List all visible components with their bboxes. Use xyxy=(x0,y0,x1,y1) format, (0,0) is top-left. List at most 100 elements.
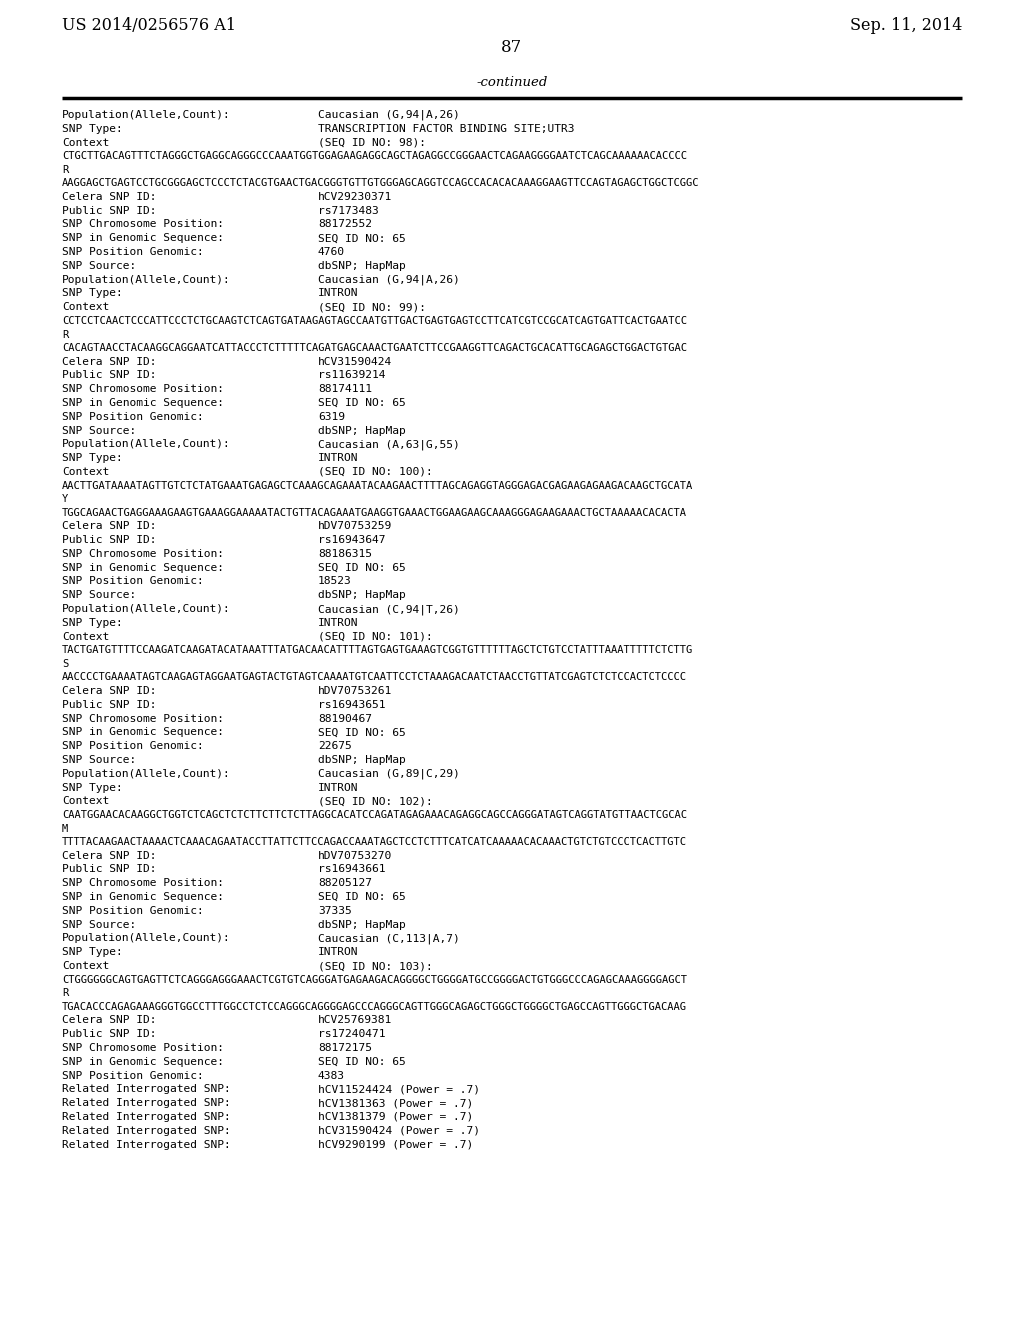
Text: Sep. 11, 2014: Sep. 11, 2014 xyxy=(850,16,962,33)
Text: INTRON: INTRON xyxy=(318,618,358,628)
Text: 88172175: 88172175 xyxy=(318,1043,372,1053)
Text: Caucasian (C,94|T,26): Caucasian (C,94|T,26) xyxy=(318,605,460,615)
Text: hCV9290199 (Power = .7): hCV9290199 (Power = .7) xyxy=(318,1139,473,1150)
Text: Public SNP ID:: Public SNP ID: xyxy=(62,371,157,380)
Text: INTRON: INTRON xyxy=(318,948,358,957)
Text: hCV11524424 (Power = .7): hCV11524424 (Power = .7) xyxy=(318,1085,480,1094)
Text: SNP Type:: SNP Type: xyxy=(62,618,123,628)
Text: TTTTACAAGAACTAAAACTCAAACAGAATACCTTATTCTTCCAGACCAAATAGCTCCTCTTTCATCATCAAAAACACAAA: TTTTACAAGAACTAAAACTCAAACAGAATACCTTATTCTT… xyxy=(62,837,687,847)
Text: hCV29230371: hCV29230371 xyxy=(318,191,392,202)
Text: SNP Source:: SNP Source: xyxy=(62,261,136,271)
Text: SNP Type:: SNP Type: xyxy=(62,948,123,957)
Text: (SEQ ID NO: 98):: (SEQ ID NO: 98): xyxy=(318,137,426,148)
Text: Context: Context xyxy=(62,961,110,972)
Text: SNP Position Genomic:: SNP Position Genomic: xyxy=(62,412,204,422)
Text: Celera SNP ID:: Celera SNP ID: xyxy=(62,356,157,367)
Text: Public SNP ID:: Public SNP ID: xyxy=(62,700,157,710)
Text: SNP in Genomic Sequence:: SNP in Genomic Sequence: xyxy=(62,727,224,738)
Text: 6319: 6319 xyxy=(318,412,345,422)
Text: SNP Type:: SNP Type: xyxy=(62,453,123,463)
Text: SEQ ID NO: 65: SEQ ID NO: 65 xyxy=(318,562,406,573)
Text: TGACACCCAGAGAAAGGGTGGCCTTTGGCCTCTCCAGGGCAGGGGAGCCCAGGGCAGTTGGGCAGAGCTGGGCTGGGGCT: TGACACCCAGAGAAAGGGTGGCCTTTGGCCTCTCCAGGGC… xyxy=(62,1002,687,1012)
Text: 88186315: 88186315 xyxy=(318,549,372,558)
Text: dbSNP; HapMap: dbSNP; HapMap xyxy=(318,425,406,436)
Text: CCTCCTCAACTCCCATTCCCTCTGCAAGTCTCAGTGATAAGAGTAGCCAATGTTGACTGAGTGAGTCCTTCATCGTCCGC: CCTCCTCAACTCCCATTCCCTCTGCAAGTCTCAGTGATAA… xyxy=(62,315,687,326)
Text: Celera SNP ID:: Celera SNP ID: xyxy=(62,1015,157,1026)
Text: M: M xyxy=(62,824,69,834)
Text: AACTTGATAAAATAGTTGTCTCTATGAAATGAGAGCTCAAAGCAGAAATACAAGAACTTTTAGCAGAGGTAGGGAGACGA: AACTTGATAAAATAGTTGTCTCTATGAAATGAGAGCTCAA… xyxy=(62,480,693,491)
Text: 37335: 37335 xyxy=(318,906,352,916)
Text: SNP Source:: SNP Source: xyxy=(62,590,136,601)
Text: SEQ ID NO: 65: SEQ ID NO: 65 xyxy=(318,892,406,902)
Text: rs17240471: rs17240471 xyxy=(318,1030,385,1039)
Text: Celera SNP ID:: Celera SNP ID: xyxy=(62,686,157,696)
Text: Public SNP ID:: Public SNP ID: xyxy=(62,1030,157,1039)
Text: (SEQ ID NO: 99):: (SEQ ID NO: 99): xyxy=(318,302,426,313)
Text: Related Interrogated SNP:: Related Interrogated SNP: xyxy=(62,1139,230,1150)
Text: SNP in Genomic Sequence:: SNP in Genomic Sequence: xyxy=(62,234,224,243)
Text: Related Interrogated SNP:: Related Interrogated SNP: xyxy=(62,1085,230,1094)
Text: Caucasian (C,113|A,7): Caucasian (C,113|A,7) xyxy=(318,933,460,944)
Text: TACTGATGTTTTCCAAGATCAAGATACATAAATTTATGACAACATTTTAGTGAGTGAAAGTCGGTGTTTTTTAGCTCTGT: TACTGATGTTTTCCAAGATCAAGATACATAAATTTATGAC… xyxy=(62,645,693,656)
Text: 88174111: 88174111 xyxy=(318,384,372,395)
Text: SNP Chromosome Position:: SNP Chromosome Position: xyxy=(62,878,224,888)
Text: rs16943647: rs16943647 xyxy=(318,535,385,545)
Text: SNP Source:: SNP Source: xyxy=(62,920,136,929)
Text: hCV25769381: hCV25769381 xyxy=(318,1015,392,1026)
Text: Public SNP ID:: Public SNP ID: xyxy=(62,206,157,215)
Text: SNP Position Genomic:: SNP Position Genomic: xyxy=(62,1071,204,1081)
Text: rs16943661: rs16943661 xyxy=(318,865,385,874)
Text: (SEQ ID NO: 102):: (SEQ ID NO: 102): xyxy=(318,796,433,807)
Text: dbSNP; HapMap: dbSNP; HapMap xyxy=(318,261,406,271)
Text: dbSNP; HapMap: dbSNP; HapMap xyxy=(318,590,406,601)
Text: Public SNP ID:: Public SNP ID: xyxy=(62,535,157,545)
Text: -continued: -continued xyxy=(476,75,548,88)
Text: Celera SNP ID:: Celera SNP ID: xyxy=(62,191,157,202)
Text: Related Interrogated SNP:: Related Interrogated SNP: xyxy=(62,1111,230,1122)
Text: (SEQ ID NO: 103):: (SEQ ID NO: 103): xyxy=(318,961,433,972)
Text: SEQ ID NO: 65: SEQ ID NO: 65 xyxy=(318,1057,406,1067)
Text: Context: Context xyxy=(62,467,110,477)
Text: TGGCAGAACTGAGGAAAGAAGTGAAAGGAAAAATACTGTTACAGAAATGAAGGTGAAACTGGAAGAAGCAAAGGGAGAAG: TGGCAGAACTGAGGAAAGAAGTGAAAGGAAAAATACTGTT… xyxy=(62,508,687,517)
Text: SNP Position Genomic:: SNP Position Genomic: xyxy=(62,906,204,916)
Text: Public SNP ID:: Public SNP ID: xyxy=(62,865,157,874)
Text: hCV1381379 (Power = .7): hCV1381379 (Power = .7) xyxy=(318,1111,473,1122)
Text: INTRON: INTRON xyxy=(318,453,358,463)
Text: R: R xyxy=(62,330,69,339)
Text: Caucasian (A,63|G,55): Caucasian (A,63|G,55) xyxy=(318,440,460,450)
Text: 88190467: 88190467 xyxy=(318,714,372,723)
Text: Context: Context xyxy=(62,302,110,313)
Text: SEQ ID NO: 65: SEQ ID NO: 65 xyxy=(318,399,406,408)
Text: SNP Position Genomic:: SNP Position Genomic: xyxy=(62,577,204,586)
Text: Celera SNP ID:: Celera SNP ID: xyxy=(62,850,157,861)
Text: S: S xyxy=(62,659,69,669)
Text: SNP in Genomic Sequence:: SNP in Genomic Sequence: xyxy=(62,399,224,408)
Text: CACAGTAACCTACAAGGCAGGAATCATTACCCTCTTTTTCAGATGAGCAAACTGAATCTTCCGAAGGTTCAGACTGCACA: CACAGTAACCTACAAGGCAGGAATCATTACCCTCTTTTTC… xyxy=(62,343,687,352)
Text: SNP Chromosome Position:: SNP Chromosome Position: xyxy=(62,219,224,230)
Text: SNP Position Genomic:: SNP Position Genomic: xyxy=(62,247,204,257)
Text: Related Interrogated SNP:: Related Interrogated SNP: xyxy=(62,1098,230,1109)
Text: SNP Chromosome Position:: SNP Chromosome Position: xyxy=(62,714,224,723)
Text: TRANSCRIPTION FACTOR BINDING SITE;UTR3: TRANSCRIPTION FACTOR BINDING SITE;UTR3 xyxy=(318,124,574,133)
Text: AAGGAGCTGAGTCCTGCGGGAGCTCCCTCTACGTGAACTGACGGGTGTTGTGGGAGCAGGTCCAGCCACACACAAAGGAA: AAGGAGCTGAGTCCTGCGGGAGCTCCCTCTACGTGAACTG… xyxy=(62,178,699,189)
Text: CTGGGGGGCAGTGAGTTCTCAGGGAGGGAAACTCGTGTCAGGGATGAGAAGACAGGGGCTGGGGATGCCGGGGACTGTGG: CTGGGGGGCAGTGAGTTCTCAGGGAGGGAAACTCGTGTCA… xyxy=(62,975,687,985)
Text: hDV70753270: hDV70753270 xyxy=(318,850,392,861)
Text: R: R xyxy=(62,165,69,174)
Text: Population(Allele,Count):: Population(Allele,Count): xyxy=(62,440,230,449)
Text: Population(Allele,Count):: Population(Allele,Count): xyxy=(62,768,230,779)
Text: US 2014/0256576 A1: US 2014/0256576 A1 xyxy=(62,16,236,33)
Text: Y: Y xyxy=(62,494,69,504)
Text: hDV70753259: hDV70753259 xyxy=(318,521,392,531)
Text: Celera SNP ID:: Celera SNP ID: xyxy=(62,521,157,531)
Text: SEQ ID NO: 65: SEQ ID NO: 65 xyxy=(318,727,406,738)
Text: Context: Context xyxy=(62,796,110,807)
Text: INTRON: INTRON xyxy=(318,783,358,792)
Text: SNP Type:: SNP Type: xyxy=(62,289,123,298)
Text: (SEQ ID NO: 100):: (SEQ ID NO: 100): xyxy=(318,467,433,477)
Text: hDV70753261: hDV70753261 xyxy=(318,686,392,696)
Text: Context: Context xyxy=(62,137,110,148)
Text: SNP Chromosome Position:: SNP Chromosome Position: xyxy=(62,549,224,558)
Text: CTGCTTGACAGTTTCTAGGGCTGAGGCAGGGCCCAAATGGTGGAGAAGAGGCAGCTAGAGGCCGGGAACTCAGAAGGGGA: CTGCTTGACAGTTTCTAGGGCTGAGGCAGGGCCCAAATGG… xyxy=(62,152,687,161)
Text: 88205127: 88205127 xyxy=(318,878,372,888)
Text: dbSNP; HapMap: dbSNP; HapMap xyxy=(318,920,406,929)
